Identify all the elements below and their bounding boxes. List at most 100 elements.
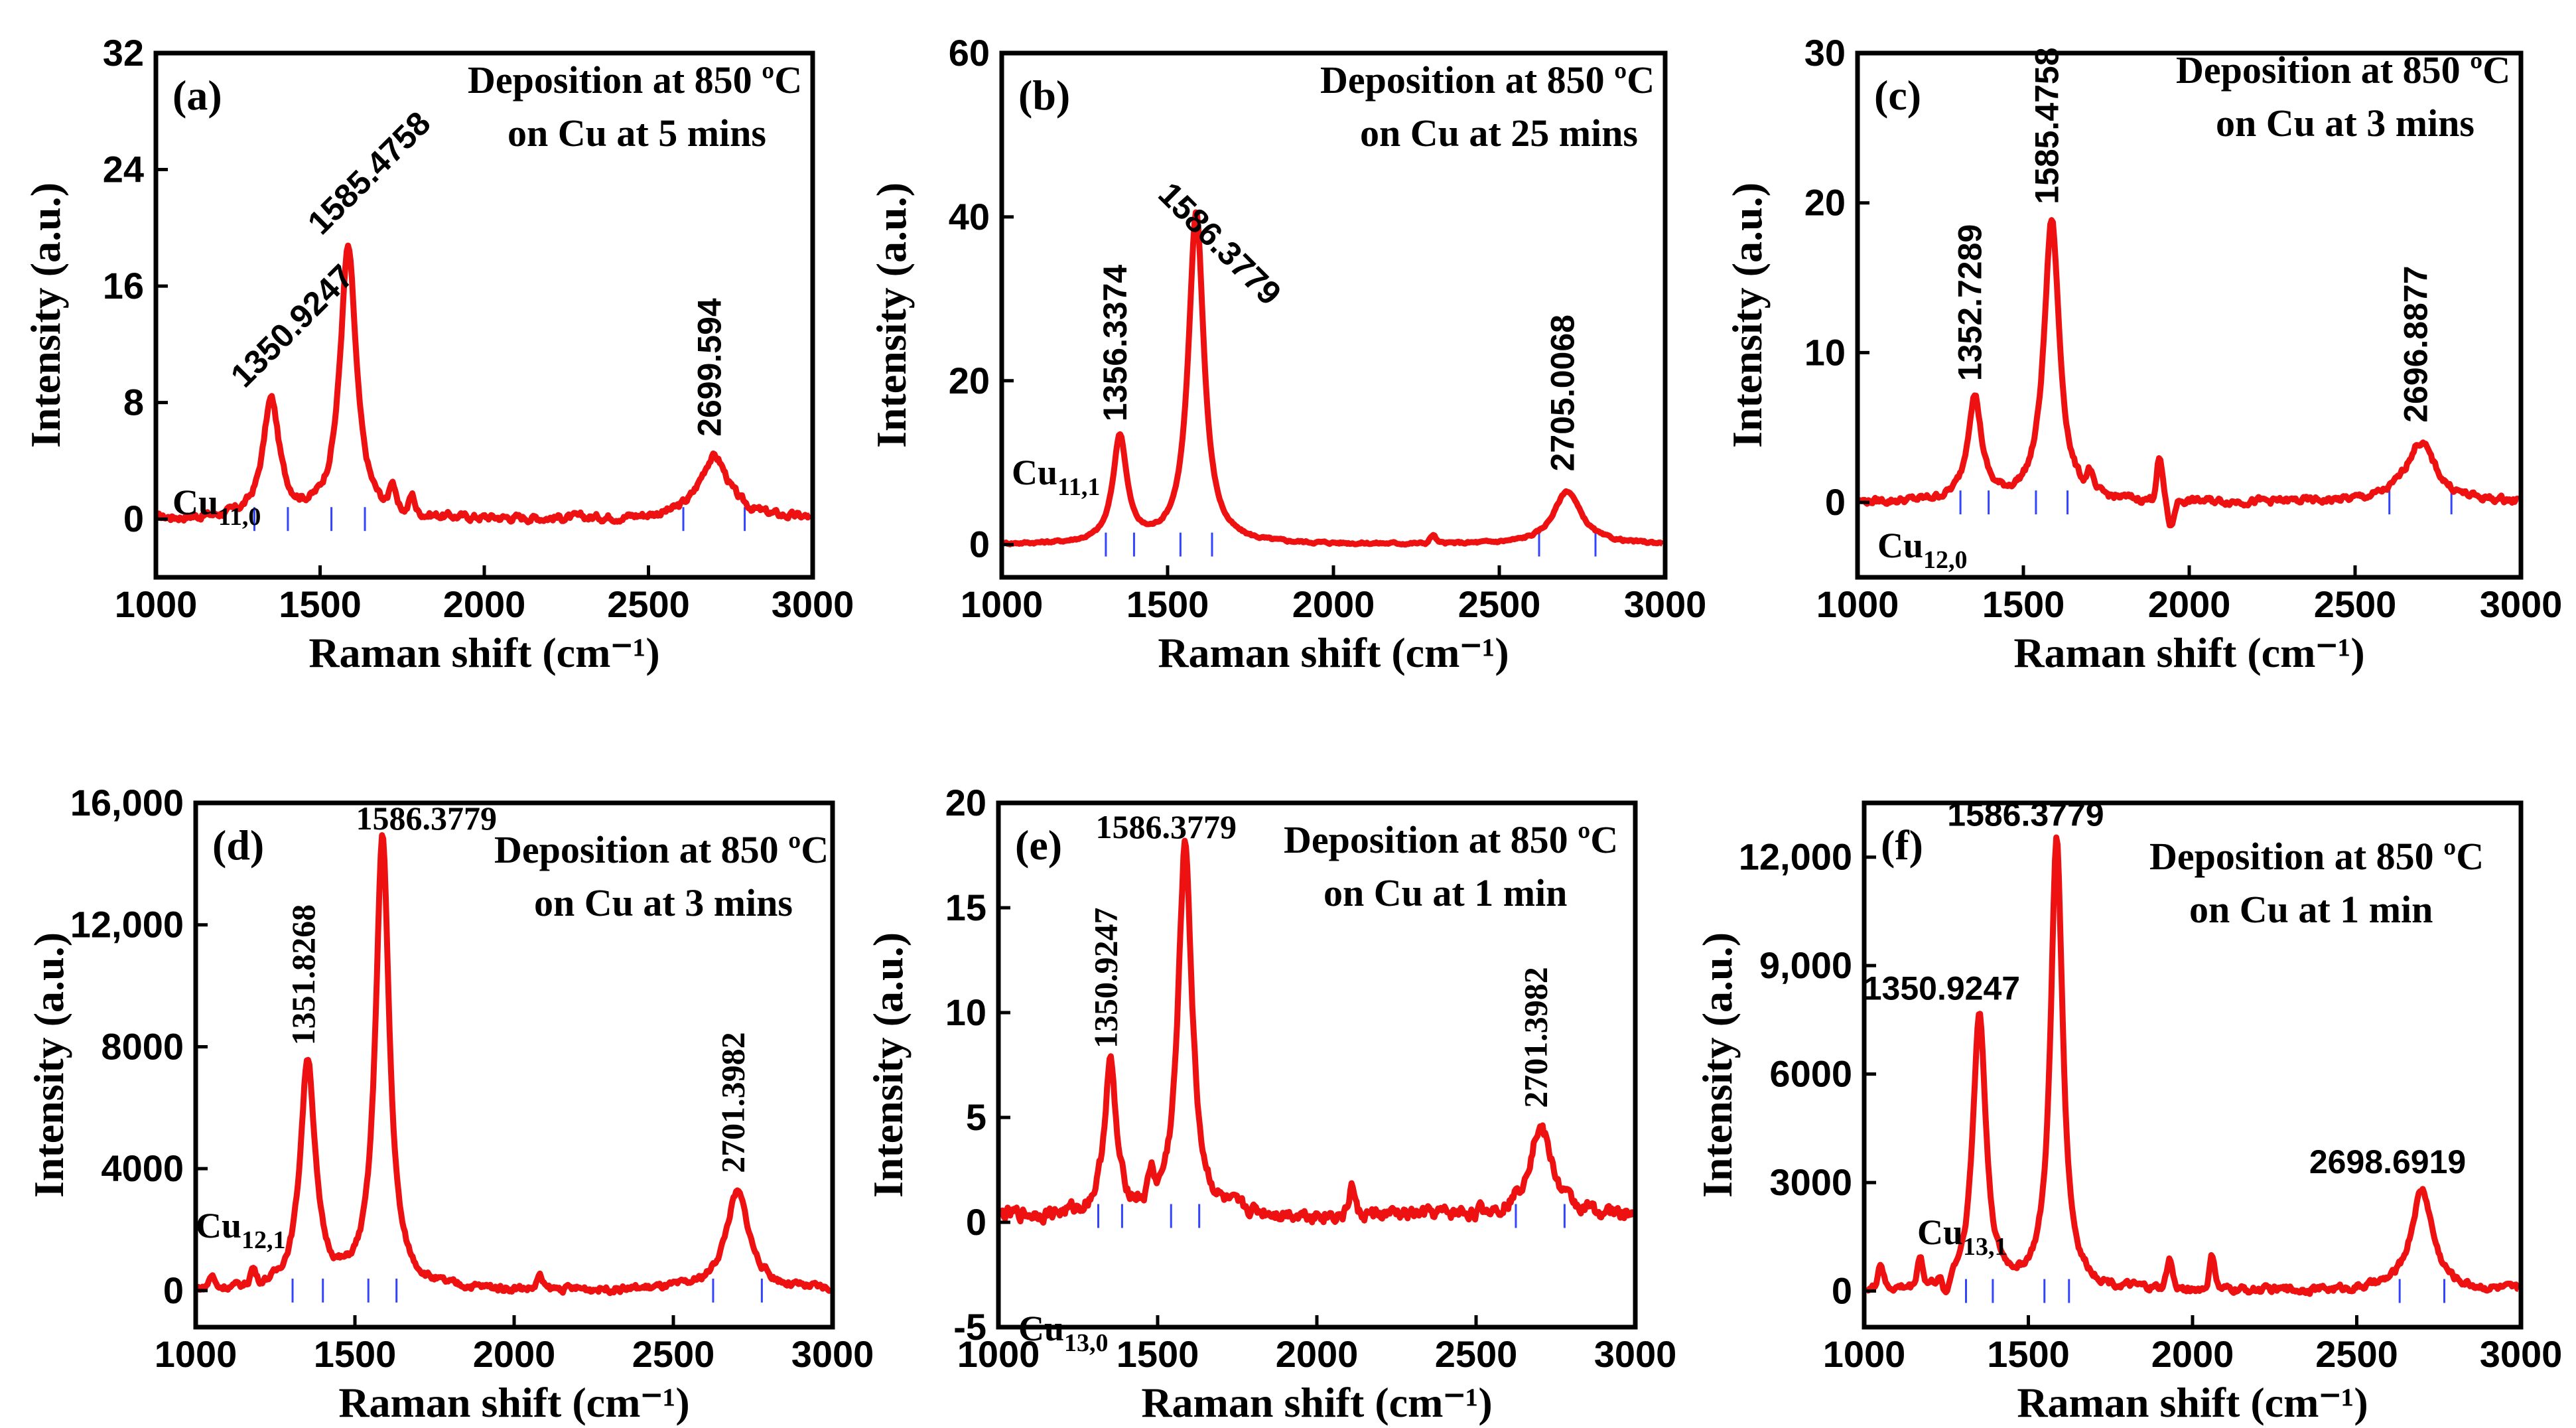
panel-title-line: on Cu at 3 mins — [2216, 102, 2474, 145]
peak-label: 2705.0068 — [1544, 315, 1582, 471]
x-tick-label: 2000 — [2148, 583, 2231, 625]
y-tick-label: 8000 — [101, 1025, 184, 1067]
y-tick-label: 0 — [1832, 1270, 1852, 1312]
spectrum-line — [1001, 209, 1664, 548]
peak-label: 2699.594 — [691, 298, 728, 437]
peak-label: 1351.8268 — [285, 904, 322, 1046]
x-tick-label: 2500 — [2315, 1333, 2398, 1375]
y-axis-title: Intensity (a.u.) — [864, 932, 912, 1198]
peak-label: 1350.9247 — [1087, 908, 1124, 1049]
y-tick-label: 3000 — [1769, 1161, 1852, 1203]
y-tick-label: 4000 — [101, 1147, 184, 1189]
chart-panel-c: 1000 1500 2000 2500 3000 0 10 20 30 Raman shift (… — [1724, 32, 2562, 676]
x-tick-label: 2500 — [2314, 583, 2397, 625]
spectrum-line — [998, 837, 1636, 1226]
spectrum-line — [155, 242, 813, 526]
x-tick-label: 1500 — [1987, 1333, 2070, 1375]
peak-label: 1350.9247 — [1864, 969, 2020, 1007]
spectrum-line — [195, 832, 833, 1297]
peak-label: 2701.3982 — [1517, 967, 1554, 1108]
peak-label: 1586.3779 — [356, 800, 497, 837]
y-tick-label: 0 — [123, 498, 144, 539]
x-axis-title: Raman shift (cm⁻¹) — [1141, 1379, 1492, 1426]
chart-panel-f: 1000 1500 2000 2500 3000 0 3000 6000 9,000 12,000… — [1694, 796, 2562, 1426]
panel-title-line: Deposition at 850 ºC — [1320, 58, 1655, 102]
peak-label: 2698.6919 — [2309, 1143, 2466, 1180]
x-tick-label: 2500 — [1458, 583, 1541, 625]
panel-title-line: Deposition at 850 ºC — [2149, 835, 2484, 878]
x-tick-label: 1500 — [1982, 583, 2065, 625]
panel-title-line: Deposition at 850 ºC — [1284, 818, 1618, 861]
x-axis-title: Raman shift (cm⁻¹) — [2013, 629, 2364, 676]
y-axis-title: Intensity (a.u.) — [1724, 182, 1771, 448]
y-tick-label: 40 — [949, 196, 990, 238]
y-tick-label: 9,000 — [1759, 944, 1852, 986]
y-tick-label: 0 — [163, 1269, 184, 1311]
peak-label: 1356.3374 — [1097, 265, 1134, 422]
y-tick-label: 10 — [945, 991, 986, 1033]
x-tick-label: 3000 — [2480, 1333, 2563, 1375]
x-tick-label: 3000 — [791, 1333, 874, 1375]
panel-title-line: Deposition at 850 ºC — [2176, 48, 2510, 92]
x-axis-title: Raman shift (cm⁻¹) — [338, 1379, 689, 1426]
y-tick-label: 0 — [966, 1201, 986, 1243]
panel-letter: (c) — [1874, 72, 1921, 119]
panel-title-line: on Cu at 1 min — [1323, 871, 1567, 914]
chart-panel-d: 1000 1500 2000 2500 3000 0 4000 8000 12,000 16,00… — [25, 782, 874, 1426]
x-tick-label: 3000 — [1594, 1333, 1677, 1375]
x-tick-label: 3000 — [2480, 583, 2563, 625]
panel-title-line: Deposition at 850 ºC — [468, 58, 802, 102]
y-tick-label: 32 — [103, 32, 144, 74]
x-tick-label: 3000 — [1624, 583, 1707, 625]
y-axis-title: Intensity (a.u.) — [22, 182, 69, 448]
x-tick-label: 2000 — [1276, 1333, 1359, 1375]
x-tick-label: 2000 — [1292, 583, 1375, 625]
cu-label: Cu12,1 — [196, 1206, 286, 1254]
cu-label: Cu11,1 — [1012, 453, 1100, 501]
panel-title-line: on Cu at 5 mins — [508, 111, 766, 155]
y-tick-label: 8 — [123, 382, 144, 423]
panel-title-line: on Cu at 3 mins — [534, 881, 793, 924]
cu-label: Cu13,1 — [1917, 1212, 2007, 1261]
x-tick-label: 1000 — [1816, 583, 1899, 625]
y-tick-label: 16,000 — [70, 782, 184, 823]
y-tick-label: 20 — [945, 782, 986, 823]
peak-label: 1585.4758 — [301, 104, 438, 242]
y-tick-label: 20 — [1804, 182, 1846, 224]
y-axis-title: Intensity (a.u.) — [1694, 932, 1741, 1198]
y-tick-label: 20 — [949, 360, 990, 401]
panel-letter: (e) — [1015, 821, 1062, 869]
x-tick-label: 1000 — [1823, 1333, 1906, 1375]
panel-title-line: on Cu at 1 min — [2189, 888, 2433, 931]
x-tick-label: 1500 — [1126, 583, 1209, 625]
cu-label: Cu11,0 — [172, 482, 261, 531]
panel-letter: (a) — [172, 72, 222, 119]
x-tick-label: 2000 — [473, 1333, 556, 1375]
x-tick-label: 1500 — [1117, 1333, 1199, 1375]
panel-letter: (b) — [1018, 72, 1070, 119]
y-tick-label: 0 — [969, 524, 990, 565]
y-tick-label: 0 — [1825, 481, 1846, 523]
y-tick-label: 16 — [103, 265, 144, 307]
panel-title-line: on Cu at 25 mins — [1360, 111, 1638, 155]
x-tick-label: 1000 — [961, 583, 1044, 625]
y-tick-label: 10 — [1804, 331, 1846, 373]
peak-label: 1586.3779 — [1151, 175, 1288, 313]
x-axis-title: Raman shift (cm⁻¹) — [1158, 629, 1509, 676]
peak-label: 1585.4758 — [2029, 47, 2066, 204]
cu-label: Cu12,0 — [1877, 526, 1968, 574]
chart-panel-a: 1000 1500 2000 2500 3000 0 8 16 24 32 Raman shift … — [22, 32, 854, 676]
x-tick-label: 1000 — [957, 1333, 1040, 1375]
y-tick-label: 12,000 — [70, 904, 184, 946]
peak-label: 1586.3779 — [1095, 808, 1237, 845]
spectrum-line — [1864, 834, 2521, 1297]
y-tick-label: -5 — [953, 1306, 986, 1348]
x-tick-label: 2500 — [632, 1333, 715, 1375]
peak-label: 2701.3982 — [714, 1032, 752, 1173]
x-axis-title: Raman shift (cm⁻¹) — [308, 629, 659, 676]
y-tick-label: 60 — [949, 32, 990, 74]
peak-label: 1352.7289 — [1951, 224, 1988, 381]
y-axis-title: Intensity (a.u.) — [868, 182, 915, 448]
panel-letter: (d) — [212, 821, 264, 869]
